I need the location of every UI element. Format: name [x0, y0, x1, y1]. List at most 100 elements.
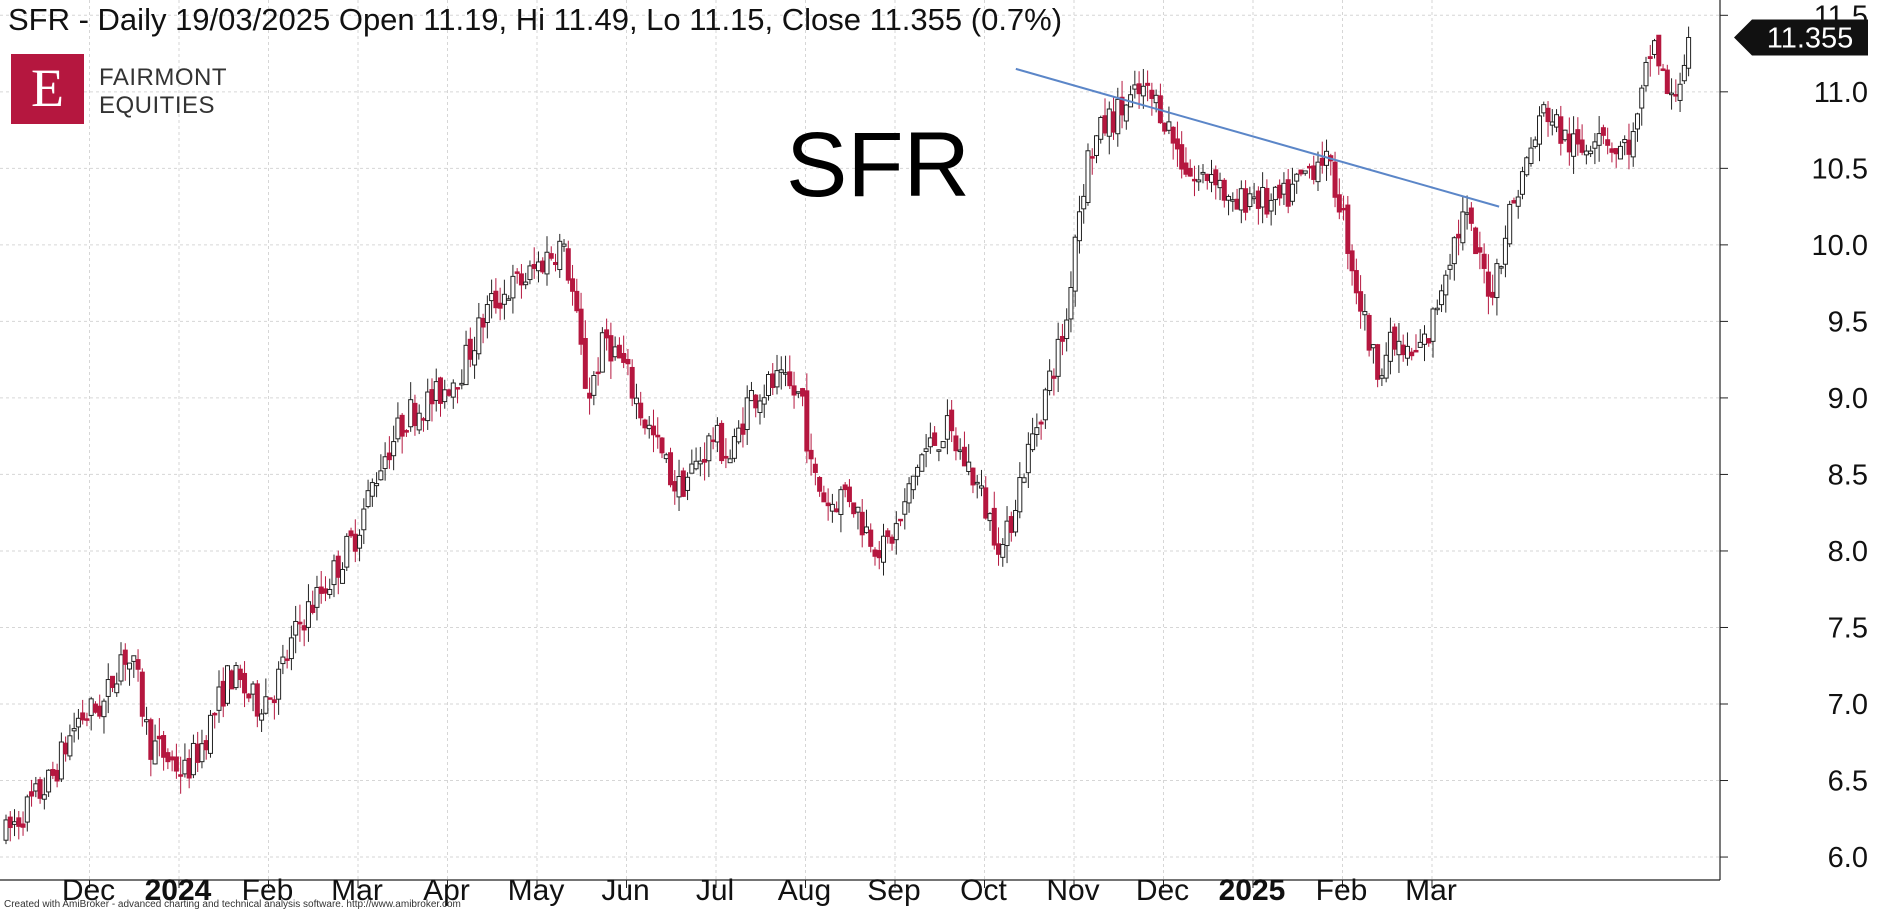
candle-body: [1519, 171, 1525, 195]
candle-body: [259, 713, 265, 721]
candle: [391, 425, 397, 471]
candle: [216, 670, 222, 723]
candle: [1294, 172, 1300, 194]
candle-body: [1191, 178, 1197, 182]
candle: [3, 814, 9, 845]
candle-body: [1686, 36, 1692, 69]
candle-body: [919, 454, 925, 472]
candle: [1681, 54, 1687, 85]
candle: [144, 706, 150, 735]
candle: [199, 729, 205, 769]
candle-body: [1059, 335, 1065, 342]
candle-body: [1681, 64, 1687, 82]
candle: [898, 518, 904, 527]
candle: [731, 428, 737, 463]
candle-body: [974, 481, 980, 485]
candle: [1532, 136, 1538, 149]
candle: [322, 576, 328, 602]
candle: [561, 239, 567, 252]
candle-body: [1575, 129, 1581, 145]
candle-body: [659, 437, 665, 454]
candle: [778, 356, 784, 390]
candle: [1174, 121, 1180, 167]
candle-body: [761, 397, 767, 405]
candle-body: [1213, 169, 1219, 186]
logo-text-line1: FAIRMONT: [99, 64, 227, 91]
candle-body: [1460, 211, 1466, 244]
candle-body: [778, 369, 784, 373]
candle: [910, 475, 916, 500]
candle-body: [1592, 141, 1598, 149]
candle-body: [199, 743, 205, 763]
candle-body: [1375, 344, 1381, 380]
candle-body: [1443, 274, 1449, 296]
candle-body: [1669, 92, 1675, 96]
candle-body: [1647, 56, 1653, 59]
candle-body: [92, 703, 98, 713]
candle: [1255, 186, 1261, 225]
candle-body: [1166, 121, 1172, 131]
candle-body: [518, 273, 524, 286]
candle: [1609, 142, 1615, 163]
candle: [37, 776, 43, 804]
candle: [127, 662, 133, 686]
candle: [932, 426, 938, 446]
candle: [1447, 253, 1453, 280]
candle: [1306, 163, 1312, 179]
candle: [795, 391, 801, 399]
candle-body: [544, 251, 550, 275]
candle-body: [1417, 341, 1423, 348]
candle: [71, 712, 77, 743]
candle-body: [1434, 307, 1440, 311]
candle-body: [595, 371, 601, 375]
candle: [1571, 116, 1577, 174]
candle-body: [305, 601, 311, 628]
candle-body: [497, 302, 503, 309]
candle-body: [16, 817, 22, 827]
candle-body: [1251, 196, 1257, 200]
candle: [259, 708, 265, 733]
candle-body: [139, 671, 145, 717]
candle-body: [403, 430, 409, 433]
candle-body: [190, 742, 196, 776]
candle-body: [599, 332, 605, 373]
candle-body: [855, 506, 861, 513]
candle: [16, 810, 22, 840]
candle-body: [169, 756, 175, 761]
candle-body: [1626, 139, 1632, 155]
candle-body: [944, 415, 950, 440]
candle-body: [459, 382, 465, 386]
candle-body: [263, 696, 269, 714]
candle-body: [587, 392, 593, 399]
candle-body: [1008, 516, 1014, 533]
candle: [131, 655, 137, 678]
candle-body: [570, 278, 576, 292]
candle-body: [906, 483, 912, 504]
candle: [966, 444, 972, 476]
candle: [310, 590, 316, 615]
candle: [1311, 155, 1317, 185]
candle: [655, 417, 661, 449]
candle-body: [1617, 145, 1623, 160]
candle-body: [195, 743, 201, 763]
candle-body: [1451, 237, 1457, 265]
candle-body: [987, 513, 993, 522]
candle-body: [702, 458, 708, 463]
candle: [369, 478, 375, 507]
candle: [821, 485, 827, 503]
candle-body: [369, 482, 375, 497]
candle: [1264, 179, 1270, 218]
candle-body: [650, 425, 656, 436]
candle-body: [1230, 199, 1236, 202]
candle: [1281, 172, 1287, 206]
candle: [1596, 116, 1602, 162]
candle-body: [770, 373, 776, 389]
candle: [1191, 165, 1197, 197]
candle: [876, 541, 882, 570]
candle: [710, 427, 716, 450]
candle: [612, 336, 618, 361]
candle: [514, 268, 520, 284]
candle-body: [863, 526, 869, 534]
candle: [182, 743, 188, 778]
candle: [365, 479, 371, 509]
